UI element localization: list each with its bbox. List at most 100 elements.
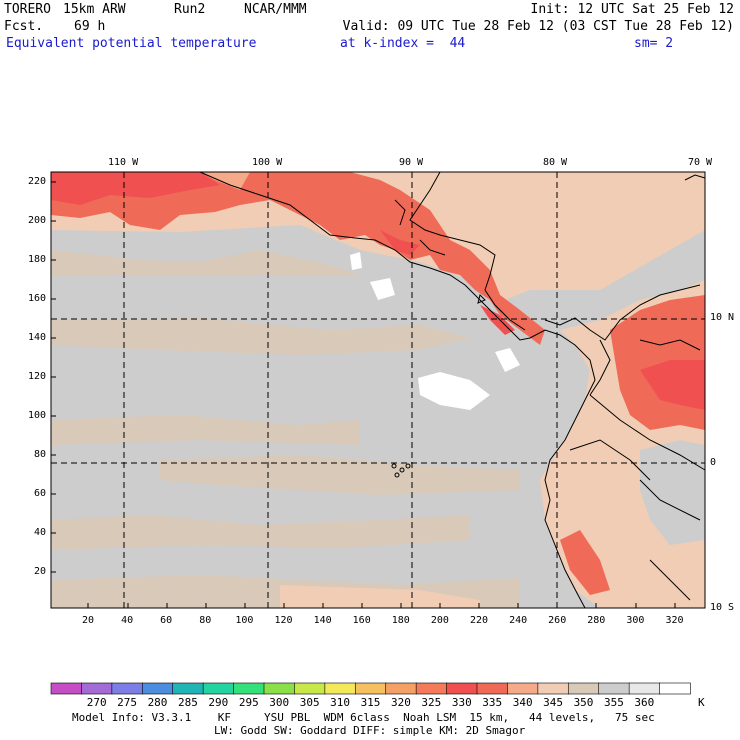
plot-frame <box>50 171 706 609</box>
colorbar-swatch <box>324 682 357 695</box>
band-340-d <box>160 455 520 495</box>
galapagos-island <box>394 472 400 478</box>
colorbar-swatch <box>294 682 326 695</box>
physics-info-line: LW: Godd SW: Goddard DIFF: simple KM: 2D… <box>214 724 526 737</box>
caribbean-coast-central-america <box>409 171 526 331</box>
smoothing-label: sm= 2 <box>634 36 674 51</box>
x-grid-label: 220 <box>469 615 489 626</box>
lat-lon-grid <box>51 172 705 608</box>
x-grid-label: 80 <box>199 615 212 626</box>
y-grid-label: 120 <box>27 371 46 382</box>
org-label: NCAR/MMM <box>244 2 307 17</box>
init-time: Init: 12 UTC Sat 25 Feb 12 <box>530 2 735 17</box>
y-grid-label: 80 <box>33 449 46 460</box>
colorbar-swatch <box>598 682 630 695</box>
forecast-hours: 69 h <box>74 19 106 34</box>
colorbar-swatch <box>385 682 417 695</box>
level-label: at k-index = 44 <box>340 36 466 51</box>
colorbar-value-label: 345 <box>543 696 563 709</box>
border-peru-bolivia <box>649 559 691 601</box>
lon-label-80w: 80 W <box>543 157 568 168</box>
colorbar-value-label: 340 <box>512 696 533 709</box>
band-340-e <box>51 515 470 550</box>
lat-label-equator: 0 <box>710 457 717 468</box>
coastlines <box>199 171 706 609</box>
border-colombia-peru <box>589 394 706 471</box>
band-330-northwest <box>51 172 220 205</box>
colorbar-value-label: 270 <box>86 696 107 709</box>
x-grid-label: 120 <box>274 615 293 626</box>
colorbar-swatch <box>446 682 478 695</box>
colorbar-unit: K <box>698 696 705 709</box>
x-grid-label: 240 <box>509 615 528 626</box>
y-grid-label: 40 <box>33 527 46 538</box>
run-label: Run2 <box>174 2 206 17</box>
colorbar-value-label: 320 <box>390 696 411 709</box>
band-335-peru <box>560 530 610 595</box>
band-330-venezuela <box>640 360 705 410</box>
colorbar-swatch <box>476 682 509 695</box>
colorbar-value-label: 325 <box>421 696 442 709</box>
colorbar-value-label: 310 <box>330 696 350 709</box>
colorbar-value-label: 280 <box>147 696 168 709</box>
valid-time: Valid: 09 UTC Tue 28 Feb 12 (03 CST Tue … <box>342 19 734 34</box>
colorbar-value-label: 275 <box>117 696 137 709</box>
lat-label-10s: 10 S <box>710 602 735 613</box>
band-355-central <box>418 372 490 410</box>
colorbar <box>50 682 691 695</box>
band-355-east <box>495 348 520 372</box>
x-grid-label: 280 <box>587 615 606 626</box>
colorbar-value-label: 330 <box>451 696 472 709</box>
band-345-south <box>280 585 480 608</box>
band-340-a <box>51 250 360 275</box>
lon-label-100w: 100 W <box>252 157 283 168</box>
border-peru-brazil <box>639 479 701 521</box>
x-grid-label: 260 <box>548 615 567 626</box>
colorbar-swatch <box>537 682 570 695</box>
band-355-north <box>370 278 395 300</box>
pacific-coastline <box>199 171 596 609</box>
model-info-line: Model Info: V3.3.1 KF YSU PBL WDM 6class… <box>72 711 655 724</box>
island-hispaniola <box>684 174 706 181</box>
colorbar-value-label: 290 <box>208 696 229 709</box>
field-name: Equivalent potential temperature <box>6 36 257 51</box>
colorbar-swatch <box>567 682 600 695</box>
theta-e-field <box>51 172 705 608</box>
y-grid-label: 200 <box>27 215 46 226</box>
colorbar-value-label: 300 <box>269 696 290 709</box>
y-grid-label: 160 <box>27 293 46 304</box>
colorbar-value-label: 335 <box>482 696 503 709</box>
band-325-peak <box>200 172 250 190</box>
colorbar-swatch <box>81 682 113 695</box>
band-340-b <box>51 318 470 355</box>
band-330-guatemala <box>380 230 420 255</box>
band-355-north-small <box>350 252 362 270</box>
colorbar-swatch <box>172 682 204 695</box>
colorbar-value-label: 360 <box>634 696 655 709</box>
caribbean-coast-south-america <box>544 284 701 341</box>
y-grid-label: 60 <box>33 488 46 499</box>
x-grid-label: 320 <box>665 615 684 626</box>
x-grid-label: 60 <box>160 615 173 626</box>
colorbar-value-label: 285 <box>177 696 198 709</box>
axis-ticks <box>51 181 676 608</box>
x-grid-label: 20 <box>81 615 95 626</box>
x-grid-label: 300 <box>626 615 645 626</box>
x-grid-label: 100 <box>235 615 254 626</box>
x-grid-label: 140 <box>313 615 332 626</box>
colorbar-value-label: 295 <box>238 696 259 709</box>
colorbar-value-label: 305 <box>299 696 320 709</box>
band-350-amazon <box>640 440 705 545</box>
y-grid-label: 220 <box>27 176 46 187</box>
colorbar-value-label: 315 <box>360 696 381 709</box>
forecast-label: Fcst. <box>4 19 44 34</box>
lon-label-110w: 110 W <box>108 157 139 168</box>
colorbar-swatch <box>628 682 661 695</box>
colorbar-swatch <box>659 682 691 695</box>
y-grid-label: 140 <box>27 332 46 343</box>
border-honduras <box>419 239 446 256</box>
y-grid-label: 180 <box>27 254 46 265</box>
island-lake-nicaragua <box>477 294 486 304</box>
x-grid-label: 200 <box>430 615 449 626</box>
colorbar-value-label: 350 <box>573 696 594 709</box>
